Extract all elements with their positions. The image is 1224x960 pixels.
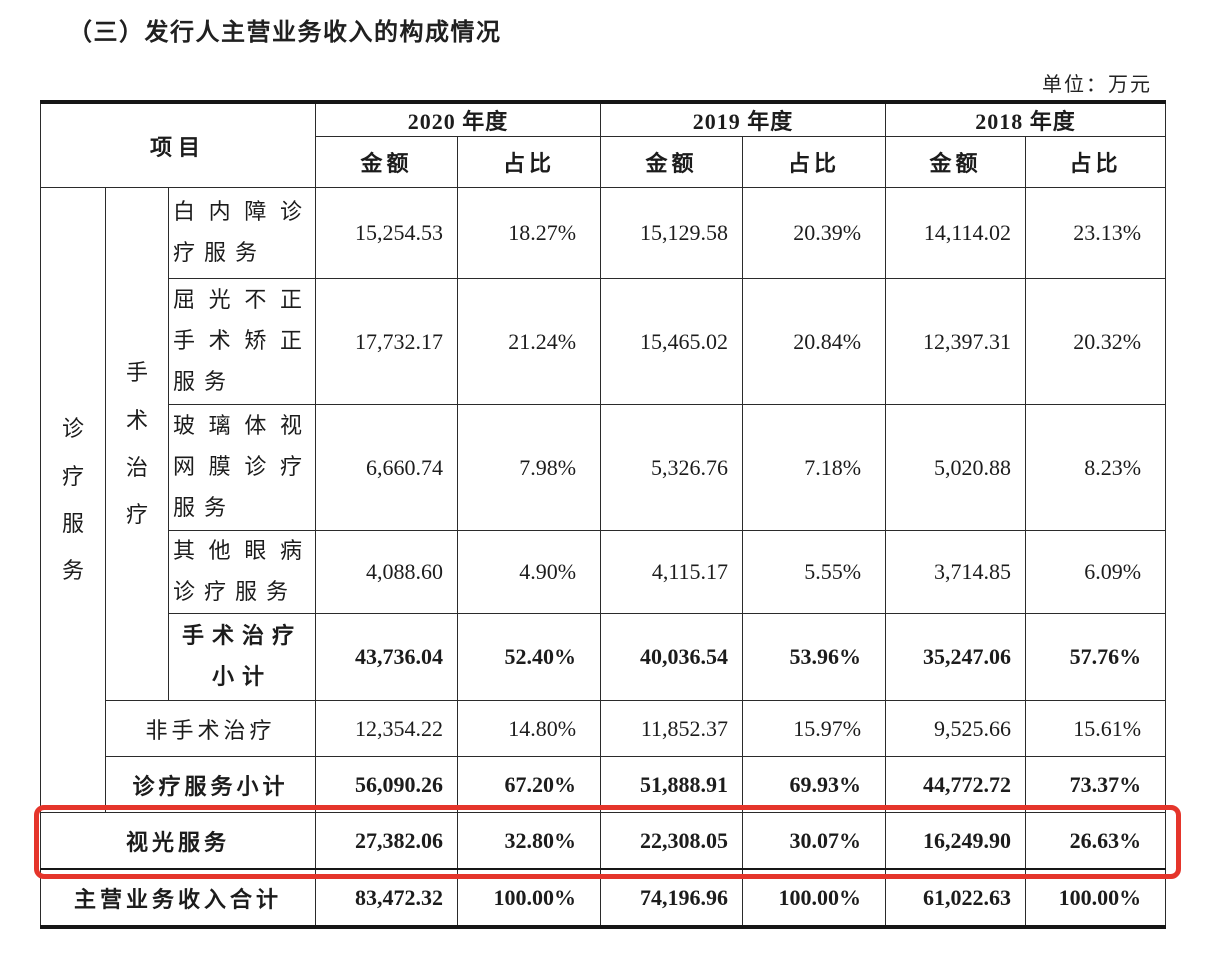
cell-amount: 4,088.60: [315, 530, 459, 614]
row-label: 非手术治疗: [104, 700, 317, 757]
cell-ratio: 32.80%: [457, 812, 602, 870]
row-label-cell: 白内障诊疗服务: [167, 187, 317, 279]
cell-ratio: 53.96%: [742, 613, 887, 701]
cell-amount: 15,465.02: [600, 278, 744, 405]
cell-ratio: 20.84%: [742, 278, 887, 405]
cell-amount: 44,772.72: [885, 756, 1027, 813]
row-label: 屈光不正手术矫正服务: [173, 287, 311, 394]
cell-amount: 5,326.76: [600, 404, 744, 531]
header-amount-2018: 金额: [885, 136, 1027, 188]
cell-amount: 74,196.96: [600, 868, 744, 928]
table-row-surgery-subtotal: 手术治疗小计 43,736.04 52.40% 40,036.54 53.96%…: [41, 613, 1167, 701]
cell-ratio: 7.18%: [742, 404, 887, 531]
cell-amount: 56,090.26: [315, 756, 459, 813]
cell-amount: 11,852.37: [600, 700, 744, 757]
cell-amount: 9,525.66: [885, 700, 1027, 757]
cell-amount: 5,020.88: [885, 404, 1027, 531]
cell-ratio: 100.00%: [742, 868, 887, 928]
table-row: 玻璃体视网膜诊疗服务 6,660.74 7.98% 5,326.76 7.18%…: [41, 404, 1167, 531]
row-label-cell: 屈光不正手术矫正服务: [167, 278, 317, 405]
cell-amount: 12,397.31: [885, 278, 1027, 405]
row-label: 手术治疗小计: [181, 623, 302, 689]
table-row: 诊疗服务 手术治疗 白内障诊疗服务 15,254.53 18.27% 15,12…: [40, 187, 1167, 813]
cell-ratio: 52.40%: [457, 613, 602, 701]
cell-ratio: 15.61%: [1025, 700, 1167, 757]
cell-amount: 35,247.06: [885, 613, 1027, 701]
row-label: 其他眼病诊疗服务: [173, 538, 311, 604]
header-year-2020: 2020 年度: [315, 101, 602, 137]
header-ratio-2018: 占比: [1025, 136, 1167, 188]
cell-amount: 15,129.58: [600, 187, 744, 279]
cell-ratio: 8.23%: [1025, 404, 1167, 531]
row-label: 玻璃体视网膜诊疗服务: [173, 413, 311, 520]
revenue-composition-table: 项目 2020 年度 2019 年度 2018 年度 金额 占比 金额 占比 金…: [39, 100, 1167, 929]
cell-ratio: 14.80%: [457, 700, 602, 757]
cell-amount: 3,714.85: [885, 530, 1027, 614]
group-surgery-treatment: 手术治疗: [105, 187, 169, 701]
row-label: 主营业务收入合计: [39, 868, 317, 928]
cell-amount: 83,472.32: [315, 868, 459, 928]
revenue-table-wrap: 项目 2020 年度 2019 年度 2018 年度 金额 占比 金额 占比 金…: [33, 100, 1181, 929]
table-row: 其他眼病诊疗服务 4,088.60 4.90% 4,115.17 5.55% 3…: [41, 530, 1167, 614]
cell-amount: 22,308.05: [600, 812, 744, 870]
cell-ratio: 100.00%: [1025, 868, 1167, 928]
cell-amount: 51,888.91: [600, 756, 744, 813]
cell-amount: 43,736.04: [315, 613, 459, 701]
group-diagnosis-services: 诊疗服务: [40, 187, 106, 813]
header-amount-2020: 金额: [315, 136, 459, 188]
cell-ratio: 69.93%: [742, 756, 887, 813]
cell-ratio: 21.24%: [457, 278, 602, 405]
cell-amount: 27,382.06: [315, 812, 459, 870]
highlight-row: 视光服务 27,382.06 32.80% 22,308.05 30.07% 1…: [39, 812, 1167, 870]
cell-amount: 15,254.53: [315, 187, 459, 279]
cell-ratio: 20.39%: [742, 187, 887, 279]
cell-ratio: 15.97%: [742, 700, 887, 757]
cell-ratio: 26.63%: [1025, 812, 1167, 870]
header-ratio-2019: 占比: [742, 136, 887, 188]
cell-ratio: 7.98%: [457, 404, 602, 531]
row-label: 诊疗服务小计: [104, 756, 317, 813]
table-row-non-surgical: 非手术治疗 12,354.22 14.80% 11,852.37 15.97% …: [41, 700, 1167, 757]
cell-ratio: 100.00%: [457, 868, 602, 928]
cell-amount: 14,114.02: [885, 187, 1027, 279]
cell-amount: 61,022.63: [885, 868, 1027, 928]
cell-ratio: 5.55%: [742, 530, 887, 614]
cell-ratio: 4.90%: [457, 530, 602, 614]
header-item: 项目: [39, 101, 317, 188]
cell-amount: 12,354.22: [315, 700, 459, 757]
group-surgery-label: 手术治疗: [125, 360, 148, 528]
row-label-cell: 其他眼病诊疗服务: [167, 530, 317, 614]
group-diagnosis-label: 诊疗服务: [61, 416, 84, 584]
cell-ratio: 20.32%: [1025, 278, 1167, 405]
cell-ratio: 30.07%: [742, 812, 887, 870]
cell-ratio: 23.13%: [1025, 187, 1167, 279]
table-row: 屈光不正手术矫正服务 17,732.17 21.24% 15,465.02 20…: [41, 278, 1167, 405]
cell-ratio: 6.09%: [1025, 530, 1167, 614]
table-row-grand-total: 主营业务收入合计 83,472.32 100.00% 74,196.96 100…: [39, 868, 1167, 928]
cell-amount: 4,115.17: [600, 530, 744, 614]
cell-amount: 6,660.74: [315, 404, 459, 531]
header-year-2019: 2019 年度: [600, 101, 887, 137]
row-label: 白内障诊疗服务: [173, 199, 311, 265]
cell-ratio: 67.20%: [457, 756, 602, 813]
cell-amount: 40,036.54: [600, 613, 744, 701]
cell-ratio: 73.37%: [1025, 756, 1167, 813]
cell-amount: 17,732.17: [315, 278, 459, 405]
header-amount-2019: 金额: [600, 136, 744, 188]
page-title: （三）发行人主营业务收入的构成情况: [68, 20, 502, 46]
header-year-2018: 2018 年度: [885, 101, 1167, 137]
row-label-cell: 玻璃体视网膜诊疗服务: [167, 404, 317, 531]
header-ratio-2020: 占比: [457, 136, 602, 188]
cell-amount: 16,249.90: [885, 812, 1027, 870]
header-row-years: 项目 2020 年度 2019 年度 2018 年度: [39, 101, 1167, 188]
table-row-diagnosis-subtotal: 诊疗服务小计 56,090.26 67.20% 51,888.91 69.93%…: [41, 756, 1167, 813]
cell-ratio: 18.27%: [457, 187, 602, 279]
row-label: 视光服务: [39, 812, 317, 870]
unit-label: 单位：万元: [1042, 74, 1152, 96]
cell-ratio: 57.76%: [1025, 613, 1167, 701]
row-label-cell: 手术治疗小计: [167, 613, 317, 701]
